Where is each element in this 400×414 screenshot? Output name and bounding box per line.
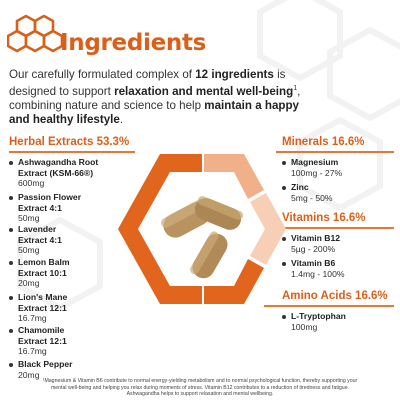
bullet-icon [9,261,13,265]
amino-segment [204,259,264,304]
herbal-item: Ashwagandha Root Extract (KSM-66®) 600mg [18,157,98,189]
page-title: Ingredients [60,30,207,56]
herbal-segment [118,154,202,304]
composition-hexagon [118,154,286,304]
footnote-marker: 1 [293,85,298,93]
intro-part: . [119,113,124,127]
bullet-icon [282,161,286,165]
item-amount: 5mg - 50% [291,192,333,203]
item-amount: 20mg [18,369,40,380]
bullet-icon [282,237,286,241]
bullet-icon [282,315,286,319]
item-name: L-Tryptophan [291,311,346,321]
minerals-segment [204,154,264,199]
vitamins-heading: Vitamins 16.6% [282,212,366,224]
item-name: Lavender Extract 4:1 [18,224,62,245]
item-amount: 100mg - 27% [291,167,343,178]
herbal-item: Chamomile Extract 12:1 16.7mg [18,325,67,357]
bullet-icon [9,161,13,165]
bullet-icon [282,186,286,190]
mineral-item: Zinc 5mg - 50% [291,182,333,203]
item-name: Lion's Mane Extract 12:1 [18,292,68,313]
item-name: Magnesium [291,157,339,167]
item-name: Passion Flower Extract 4:1 [18,192,82,213]
amino-item: L-Tryptophan 100mg [291,311,346,332]
herbal-item: Lemon Balm Extract 10:1 20mg [18,257,70,289]
herbal-item: Lavender Extract 4:1 50mg [18,224,62,256]
item-amount: 16.7mg [18,346,47,356]
amino-rule [264,305,394,307]
footnote: ¹Magnesium & Vitamin B6 contribute to no… [42,378,358,397]
bullet-icon [9,196,13,200]
item-name: Zinc [291,182,309,192]
bullet-icon [9,296,13,300]
item-name: Lemon Balm Extract 10:1 [18,257,70,278]
intro-bold: maintain a happy and healthy lifestyle [9,99,299,127]
item-name: Vitamin B12 [291,233,341,243]
item-name: Vitamin B6 [291,258,336,268]
vitamins-segment [250,193,286,265]
herbal-item: Passion Flower Extract 4:1 50mg [18,192,81,224]
minerals-heading: Minerals 16.6% [282,136,365,148]
herbal-rule [9,151,135,153]
item-amount: 16.7mg [18,313,47,323]
bullet-icon [9,363,13,367]
item-name: Black Pepper [18,359,73,369]
intro-part: is designed to support [9,68,286,99]
vitamins-rule [276,227,394,229]
herbal-item: Black Pepper 20mg [18,359,72,380]
intro-bold: relaxation and mental well-being [114,85,294,99]
vitamin-item: Vitamin B12 5µg - 200% [291,233,340,254]
herbal-heading: Herbal Extracts 53.3% [9,136,130,148]
mineral-item: Magnesium 100mg - 27% [291,157,342,178]
item-amount: 50mg [18,213,40,223]
minerals-rule [276,151,394,153]
amino-heading: Amino Acids 16.6% [282,290,388,302]
item-amount: 600mg [18,178,45,188]
item-amount: 100mg [291,321,318,332]
herbal-item: Lion's Mane Extract 12:1 16.7mg [18,292,67,324]
bullet-icon [9,228,13,232]
bullet-icon [282,262,286,266]
item-amount: 1.4mg - 100% [291,268,345,279]
item-amount: 50mg [18,245,40,255]
bullet-icon [9,329,13,333]
capsules-image [160,196,244,279]
intro-bold: 12 ingredients [195,68,274,81]
item-amount: 5µg - 200% [291,243,336,254]
vitamin-item: Vitamin B6 1.4mg - 100% [291,258,345,279]
intro-part: Our carefully formulated complex of [9,68,196,81]
honeycomb-icon [7,14,64,53]
item-name: Ashwagandha Root Extract (KSM-66®) [18,157,99,178]
intro-text: Our carefully formulated complex of 12 i… [9,68,309,128]
item-name: Chamomile Extract 12:1 [18,325,67,346]
item-amount: 20mg [18,278,40,288]
intro-part: , combining nature and science to help [9,85,301,113]
